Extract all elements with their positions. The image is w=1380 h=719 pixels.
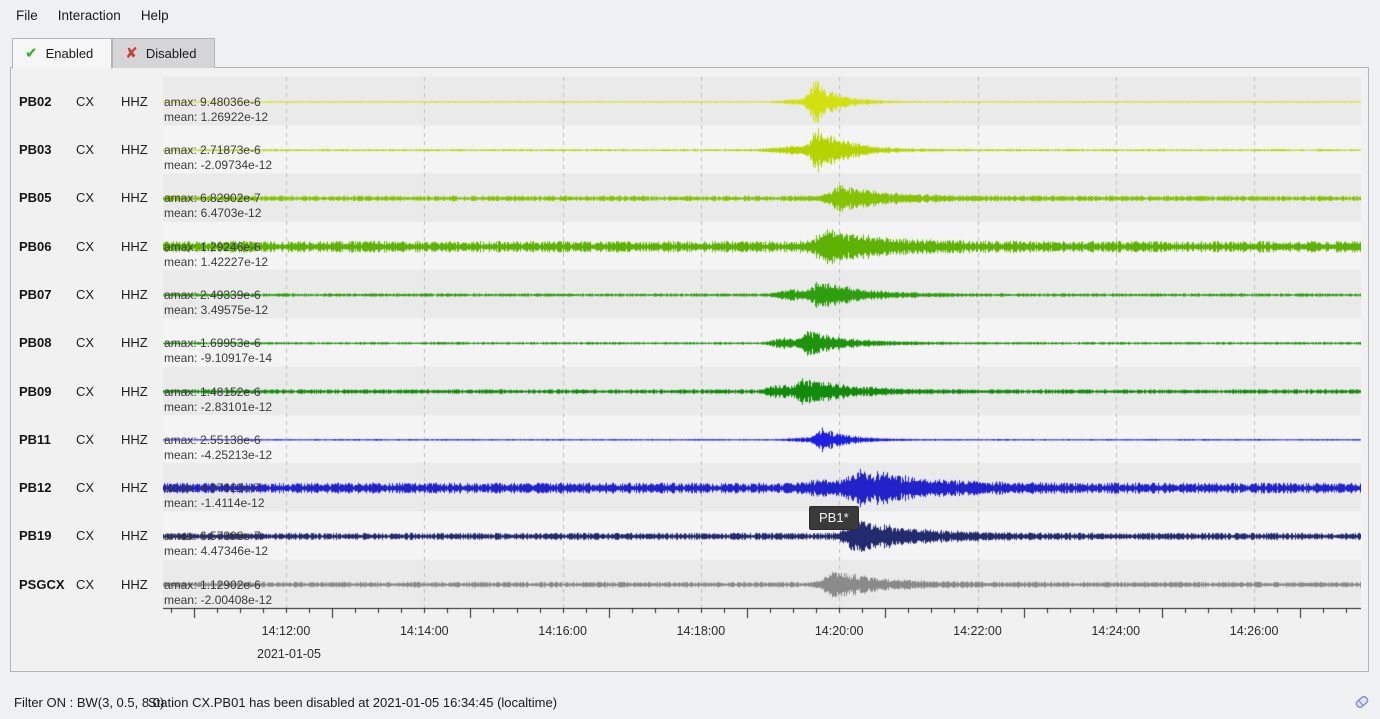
tab-disabled-label: Disabled — [145, 46, 197, 61]
station-label: PB08 — [19, 335, 52, 351]
time-tick-label: 14:24:00 — [1091, 624, 1141, 638]
station-label: PB07 — [19, 287, 52, 303]
status-message: Station CX.PB01 has been disabled at 202… — [148, 695, 558, 710]
waveform-panel: PB02 CX HHZ amax: 9.48036e-6 mean: 1.269… — [10, 67, 1369, 672]
mean-value: mean: -2.00408e-12 — [164, 592, 273, 607]
station-label: PB12 — [19, 480, 52, 496]
network-label: CX — [76, 383, 95, 399]
axis-date-label: 2021-01-05 — [257, 647, 321, 661]
channel-label: HHZ — [121, 383, 148, 399]
channel-label: HHZ — [121, 480, 148, 496]
trace-stats: amax: 9.48036e-6 mean: 1.26922e-12 — [164, 95, 268, 125]
trace-stats: amax: 1.69953e-6 mean: -9.10917e-14 — [164, 336, 272, 366]
mean-value: mean: -2.83101e-12 — [164, 399, 273, 414]
trace-stats: amax: 2.55138e-6 mean: -4.25213e-12 — [164, 433, 272, 463]
amax-value: amax: 6.82902e-7 — [164, 191, 261, 206]
amax-value: amax: 4.97021e-7 — [164, 481, 261, 496]
station-label: PB02 — [19, 93, 52, 109]
time-tick-label: 14:14:00 — [399, 624, 449, 638]
mean-value: mean: -2.09734e-12 — [164, 158, 273, 173]
channel-label: HHZ — [121, 190, 148, 206]
amax-value: amax: 2.71873e-6 — [164, 143, 261, 158]
trace-stats: amax: 4.97021e-7 mean: -1.4114e-12 — [164, 481, 265, 511]
time-tick-label: 14:18:00 — [676, 624, 726, 638]
time-tick-label: 14:16:00 — [538, 624, 587, 638]
mean-value: mean: 6.4703e-12 — [164, 206, 262, 221]
station-label: PB09 — [19, 383, 52, 399]
station-label: PB06 — [19, 238, 52, 254]
menu-file[interactable]: File — [16, 7, 38, 23]
menu-help[interactable]: Help — [140, 7, 169, 23]
channel-label: HHZ — [121, 335, 148, 351]
channel-label: HHZ — [121, 431, 148, 447]
mean-value: mean: -4.25213e-12 — [164, 447, 273, 462]
filter-status: Filter ON : BW(3, 0.5, 8.0) — [14, 695, 165, 710]
network-label: CX — [76, 528, 95, 544]
tab-enabled-label: Enabled — [45, 46, 94, 61]
station-label: PB19 — [19, 528, 52, 544]
cross-icon: ✘ — [125, 45, 138, 62]
trace-stats: amax: 1.48152e-6 mean: -2.83101e-12 — [164, 385, 272, 415]
network-label: CX — [76, 93, 95, 109]
waveform-canvas[interactable] — [163, 77, 1361, 629]
trace-stats: amax: 2.49339e-6 mean: 3.49575e-12 — [164, 288, 268, 318]
menu-bar: File Interaction Help — [0, 0, 1380, 30]
mean-value: mean: 4.47346e-12 — [164, 544, 269, 559]
channel-label: HHZ — [121, 528, 148, 544]
network-label: CX — [76, 480, 95, 496]
station-label: PB05 — [19, 190, 52, 206]
trace-stats: amax: 2.71873e-6 mean: -2.09734e-12 — [164, 143, 272, 173]
menu-interaction[interactable]: Interaction — [57, 7, 121, 23]
size-grip-icon[interactable] — [1352, 692, 1372, 712]
network-label: CX — [76, 576, 95, 592]
mean-value: mean: 3.49575e-12 — [164, 303, 269, 318]
station-label: PB11 — [19, 431, 51, 447]
amax-value: amax: 1.69953e-6 — [164, 336, 261, 351]
channel-label: HHZ — [121, 287, 148, 303]
network-label: CX — [76, 238, 95, 254]
mean-value: mean: -1.4114e-12 — [164, 496, 265, 511]
amax-value: amax: 2.55138e-6 — [164, 432, 261, 447]
channel-label: HHZ — [121, 238, 148, 254]
network-label: CX — [76, 431, 95, 447]
channel-label: HHZ — [121, 142, 148, 158]
amax-value: amax: 1.29246e-6 — [164, 239, 261, 254]
network-label: CX — [76, 190, 95, 206]
network-label: CX — [76, 335, 95, 351]
tab-bar: ✔ Enabled ✘ Disabled — [12, 38, 216, 69]
network-label: CX — [76, 142, 95, 158]
station-tooltip: PB1* — [809, 506, 859, 530]
time-tick-label: 14:22:00 — [953, 624, 1002, 638]
trace-stats: amax: 6.57308e-7 mean: 4.47346e-12 — [164, 529, 268, 559]
amax-value: amax: 9.48036e-6 — [164, 94, 261, 109]
amax-value: amax: 1.12902e-6 — [164, 577, 261, 592]
status-bar: Filter ON : BW(3, 0.5, 8.0) Station CX.P… — [0, 686, 1380, 719]
tab-disabled[interactable]: ✘ Disabled — [112, 38, 216, 68]
mean-value: mean: 1.42227e-12 — [164, 254, 269, 269]
mean-value: mean: -9.10917e-14 — [164, 351, 273, 366]
channel-label: HHZ — [121, 93, 148, 109]
amax-value: amax: 2.49339e-6 — [164, 288, 261, 303]
channel-label: HHZ — [121, 576, 148, 592]
mean-value: mean: 1.26922e-12 — [164, 109, 269, 124]
amax-value: amax: 1.48152e-6 — [164, 384, 261, 399]
trace-stats: amax: 6.82902e-7 mean: 6.4703e-12 — [164, 191, 261, 221]
station-label: PSGCX — [19, 576, 65, 592]
time-tick-label: 14:12:00 — [261, 624, 311, 638]
trace-stats: amax: 1.29246e-6 mean: 1.42227e-12 — [164, 240, 268, 270]
time-tick-label: 14:26:00 — [1229, 624, 1279, 638]
network-label: CX — [76, 287, 95, 303]
amax-value: amax: 6.57308e-7 — [164, 529, 261, 544]
station-label: PB03 — [19, 142, 52, 158]
trace-stats: amax: 1.12902e-6 mean: -2.00408e-12 — [164, 578, 272, 608]
tab-enabled[interactable]: ✔ Enabled — [12, 38, 113, 69]
time-tick-label: 14:20:00 — [814, 624, 864, 638]
check-icon: ✔ — [25, 45, 38, 62]
